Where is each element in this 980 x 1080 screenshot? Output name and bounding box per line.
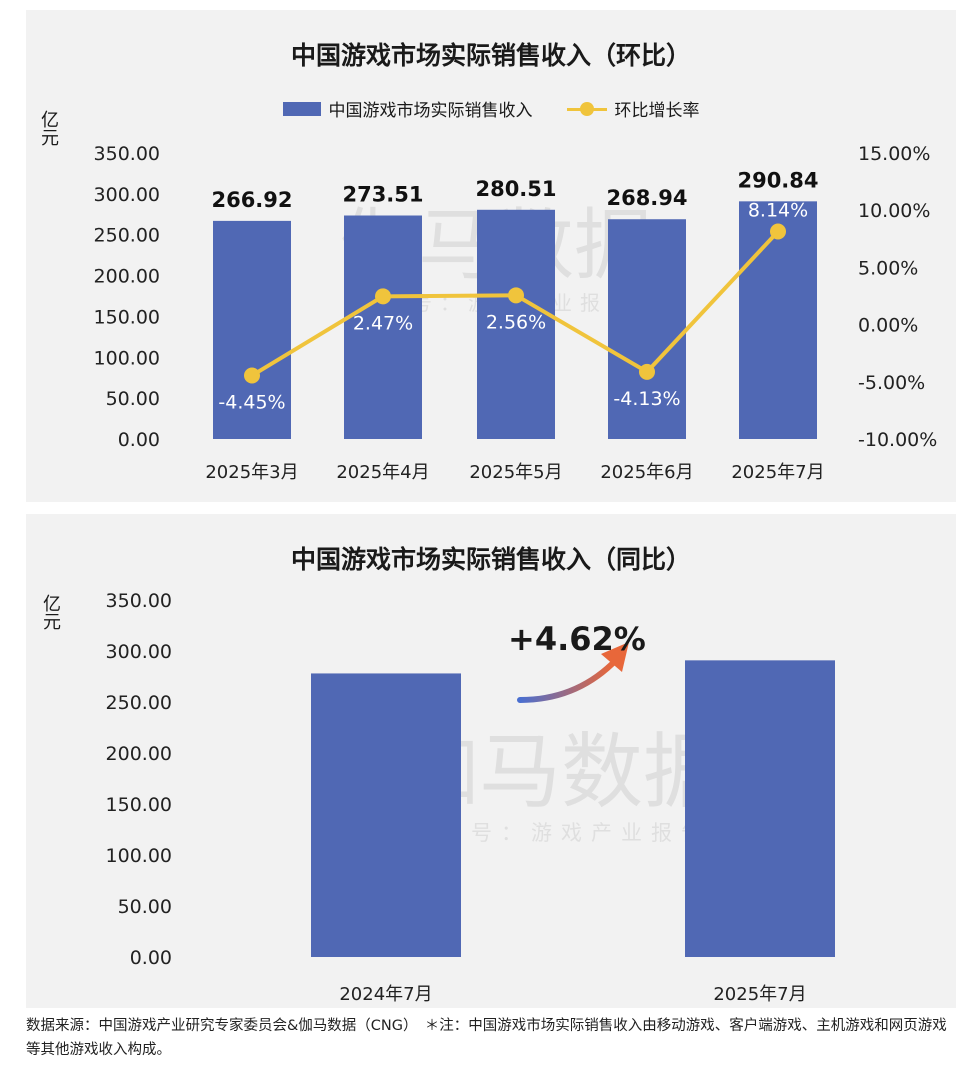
- legend-line-swatch: [566, 101, 607, 117]
- bar: [739, 201, 817, 439]
- mom-y-axis-label: 亿元: [38, 110, 59, 146]
- growth-point: [508, 287, 524, 304]
- x-tick-label: 2025年7月: [713, 984, 806, 1005]
- y2-tick-label: -5.00%: [858, 372, 925, 394]
- x-tick-label: 2025年5月: [469, 462, 562, 483]
- growth-value-label: -4.45%: [218, 392, 285, 414]
- y-tick-label: 50.00: [106, 388, 160, 410]
- bar: [685, 660, 835, 957]
- yoy-y-axis-label: 亿元: [40, 594, 61, 630]
- bar: [344, 215, 422, 439]
- y-tick-label: 250.00: [106, 692, 172, 714]
- legend-growth-label: 环比增长率: [614, 101, 700, 121]
- y-tick-label: 250.00: [94, 225, 160, 247]
- x-tick-label: 2025年7月: [731, 462, 824, 483]
- yoy-chart-svg: 伽马数据微信号：游戏产业报告0.0050.00100.00150.00200.0…: [106, 590, 835, 1005]
- mom-chart-panel: 中国游戏市场实际销售收入（环比） 中国游戏市场实际销售收入 环比增长率 亿元 伽…: [26, 10, 956, 502]
- growth-value-label: 2.47%: [353, 312, 413, 334]
- growth-value-label: 8.14%: [748, 199, 808, 221]
- y-tick-label: 100.00: [94, 347, 160, 369]
- y2-tick-label: 0.00%: [858, 315, 918, 337]
- bar: [608, 219, 686, 439]
- y-tick-label: 150.00: [94, 306, 160, 328]
- y-tick-label: 100.00: [106, 845, 172, 867]
- y-tick-label: 0.00: [130, 947, 172, 969]
- yoy-chart-panel: 中国游戏市场实际销售收入（同比） 亿元 伽马数据 微信号：游戏产业报告 0.00 50…: [26, 514, 956, 1008]
- bar-value-label: 268.94: [606, 186, 687, 210]
- legend-bar-swatch: [282, 101, 321, 116]
- bar-value-label: 290.84: [737, 168, 818, 192]
- yoy-growth-annotation: +4.62%: [508, 620, 646, 658]
- y2-tick-label: 5.00%: [858, 257, 918, 279]
- y2-tick-label: 10.00%: [858, 200, 930, 222]
- bar-value-label: 266.92: [211, 188, 292, 212]
- y-tick-label: 300.00: [106, 641, 172, 663]
- growth-arrow-head-icon: [601, 642, 629, 672]
- y2-tick-label: 15.00%: [858, 143, 930, 165]
- mom-legend: 中国游戏市场实际销售收入 环比增长率: [26, 96, 956, 121]
- growth-value-label: 2.56%: [486, 311, 546, 333]
- x-tick-label: 2024年7月: [339, 984, 432, 1005]
- yoy-chart-title: 中国游戏市场实际销售收入（同比）: [290, 545, 691, 574]
- y-tick-label: 150.00: [106, 794, 172, 816]
- source-note: 数据来源：中国游戏产业研究专家委员会&伽马数据（CNG） ＊注：中国游戏市场实际…: [26, 1018, 947, 1058]
- growth-point: [639, 363, 655, 380]
- legend-item-revenue: 中国游戏市场实际销售收入: [282, 96, 533, 121]
- growth-arrow-icon: [517, 661, 615, 703]
- bar-value-label: 280.51: [475, 177, 556, 201]
- mom-chart-title: 中国游戏市场实际销售收入（环比）: [290, 41, 691, 70]
- growth-point: [375, 288, 391, 305]
- y-tick-label: 350.00: [94, 143, 160, 165]
- bar-value-label: 273.51: [342, 183, 423, 207]
- growth-point: [244, 367, 260, 384]
- bar: [311, 673, 461, 957]
- y-tick-label: 350.00: [106, 590, 172, 612]
- y-tick-label: 50.00: [118, 896, 172, 918]
- growth-value-label: -4.13%: [613, 388, 680, 410]
- y-tick-label: 300.00: [94, 184, 160, 206]
- bar: [477, 209, 555, 439]
- y-tick-label: 200.00: [106, 743, 172, 765]
- y-tick-label: 200.00: [94, 266, 160, 288]
- x-tick-label: 2025年3月: [205, 462, 298, 483]
- growth-point: [770, 223, 786, 240]
- y-tick-label: 0.00: [118, 429, 160, 451]
- legend-item-growth: 环比增长率: [566, 96, 700, 121]
- x-tick-label: 2025年4月: [336, 462, 429, 483]
- legend-revenue-label: 中国游戏市场实际销售收入: [328, 101, 533, 121]
- bar: [213, 220, 291, 439]
- y2-tick-label: -10.00%: [858, 429, 937, 451]
- mom-chart-svg: 伽马数据微信号：游戏产业报告0.0050.00100.00150.00200.0…: [94, 143, 938, 483]
- x-tick-label: 2025年6月: [600, 462, 693, 483]
